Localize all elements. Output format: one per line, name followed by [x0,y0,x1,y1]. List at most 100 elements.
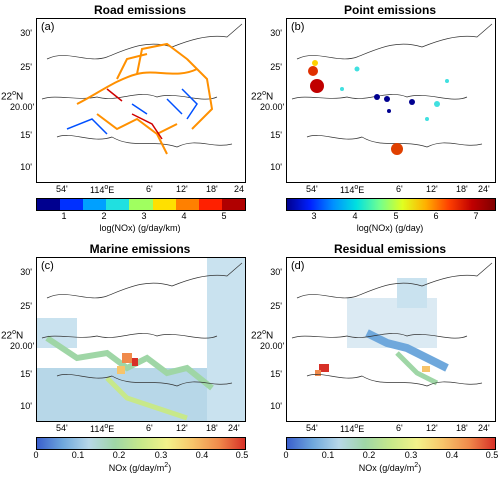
xtick: 24' [228,423,240,433]
panel-point-emissions: Point emissions (b) 30' 25' 22oN 20.00' … [250,0,500,239]
hotspot [315,370,321,376]
xtick: 114oE [340,423,365,434]
residual-band [365,329,449,372]
colorbar-title: NOx (g/day/m2) [108,462,172,473]
point-source [308,66,318,76]
ytick: 10' [20,401,32,411]
colorbar-tick: 0.2 [112,450,126,460]
hotspot [319,364,329,372]
hotspot [117,366,125,374]
xtick: 18' [206,423,218,433]
ytick: 20.00' [10,341,35,351]
lat-label: 22oN [251,329,274,342]
hotspot [422,366,430,372]
xtick: 6' [396,423,403,433]
colorbar-tick: 0.3 [404,450,418,460]
xtick: 54' [306,184,318,194]
xtick: 18' [456,184,468,194]
xtick: 12' [176,184,188,194]
colorbar-title: NOx (g/day/m2) [358,462,422,473]
xtick: 54' [56,184,68,194]
hotspot [132,358,138,366]
ytick: 10' [270,162,282,172]
panel-title: Residual emissions [333,242,447,256]
ytick: 25' [20,301,32,311]
ytick: 30' [270,28,282,38]
point-source [434,101,440,107]
ytick: 25' [20,62,32,72]
colorbar-tick: 0.4 [195,450,209,460]
colorbar-tick: 0.4 [445,450,459,460]
colorbar-title: log(NOx) (g/day) [356,223,424,233]
colorbar-point [286,198,496,211]
ytick: 20.00' [260,341,285,351]
coastline [291,23,493,148]
xtick: 54' [306,423,318,433]
colorbar-tick: 7 [473,211,479,221]
major-roads [76,42,214,155]
panel-road-emissions: Road emissions (a) 30' 25' 22oN 20.00' 1… [0,0,250,239]
map-point: (b) [286,18,496,183]
point-source [409,99,415,105]
ytick: 15' [20,369,32,379]
colorbar-tick: 0.1 [71,450,85,460]
road-network-map [41,23,243,155]
xtick: 18' [456,423,468,433]
colorbar-tick: 1 [61,211,67,221]
ytick: 15' [20,130,32,140]
ytick: 25' [270,301,282,311]
hotspot [122,353,132,363]
panel-title: Point emissions [343,3,437,17]
xtick: 114oE [90,184,115,195]
colorbar-tick: 2 [101,211,107,221]
colorbar-title: log(NOx) (g/day/km) [99,223,181,233]
colorbar-tick: 4 [181,211,187,221]
xtick: 114oE [340,184,365,195]
colorbar-road [36,198,246,211]
colorbar-tick: 0.5 [235,450,249,460]
ytick: 10' [20,162,32,172]
coastline [291,262,493,387]
panel-title: Marine emissions [89,242,191,256]
xtick: 6' [146,423,153,433]
lat-label: 22oN [251,90,274,103]
panel-marine-emissions: Marine emissions (c) 30' 25' 22oN 20.00'… [0,239,250,478]
point-sources-map [291,23,493,155]
ytick: 30' [270,267,282,277]
ytick: 10' [270,401,282,411]
colorbar-residual [286,437,496,450]
xtick: 24' [478,423,490,433]
residual-band [395,351,439,386]
colorbar-tick: 0.2 [362,450,376,460]
xtick: 54' [56,423,68,433]
point-source [425,117,429,121]
high-roads [106,88,163,140]
point-source [445,79,449,83]
xtick: 114oE [90,423,115,434]
marine-grid-map [37,258,245,421]
point-source [312,60,318,66]
ytick: 30' [20,267,32,277]
xtick: 12' [426,423,438,433]
xtick: 6' [396,184,403,194]
lat-label: 22oN [1,329,24,342]
colorbar-marine [36,437,246,450]
panel-label: (b) [291,21,305,33]
ytick: 15' [270,369,282,379]
colorbar-tick: 0.1 [321,450,335,460]
xtick: 6' [146,184,153,194]
panel-title: Road emissions [93,3,187,17]
xtick: 12' [176,423,188,433]
colorbar-tick: 6 [433,211,439,221]
ytick: 30' [20,28,32,38]
point-source [354,66,360,72]
xtick: 18' [206,184,218,194]
point-source [391,143,403,155]
panel-residual-emissions: Residual emissions (d) 30' 25' 22oN 20.0… [250,239,500,478]
colorbar-tick: 5 [393,211,399,221]
map-road: (a) [36,18,246,183]
colorbar-tick: 0.5 [485,450,499,460]
colorbar-tick: 5 [221,211,227,221]
lat-label: 22oN [1,90,24,103]
panel-label: (a) [41,21,55,33]
